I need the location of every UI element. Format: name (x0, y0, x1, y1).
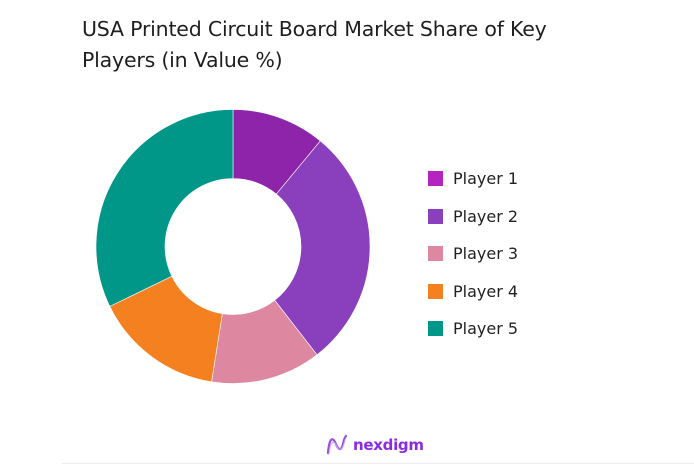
donut-slice-player-5 (95, 109, 234, 307)
legend-item-player-3: Player 3 (428, 235, 518, 273)
legend-swatch (428, 246, 443, 262)
footer-brand: nexdigm (326, 434, 424, 456)
legend-label: Player 4 (453, 281, 519, 301)
legend-item-player-2: Player 2 (428, 198, 518, 236)
legend-label: Player 5 (453, 319, 519, 339)
nexdigm-logo-icon (326, 434, 348, 455)
legend-label: Player 1 (453, 169, 519, 189)
chart-legend: Player 1 Player 2 Player 3 Player 4 Play… (428, 160, 518, 348)
legend-swatch (428, 208, 443, 224)
legend-swatch (428, 283, 443, 299)
legend-swatch (428, 321, 443, 337)
legend-label: Player 2 (453, 206, 519, 226)
legend-label: Player 3 (453, 244, 519, 264)
donut-slice-player-2 (274, 140, 371, 356)
chart-title: USA Printed Circuit Board Market Share o… (82, 17, 547, 72)
brand-name: nexdigm (353, 436, 424, 454)
footer-divider (62, 463, 694, 464)
legend-item-player-1: Player 1 (428, 160, 518, 198)
legend-item-player-5: Player 5 (428, 310, 518, 348)
legend-item-player-4: Player 4 (428, 273, 518, 311)
legend-swatch (428, 171, 443, 187)
